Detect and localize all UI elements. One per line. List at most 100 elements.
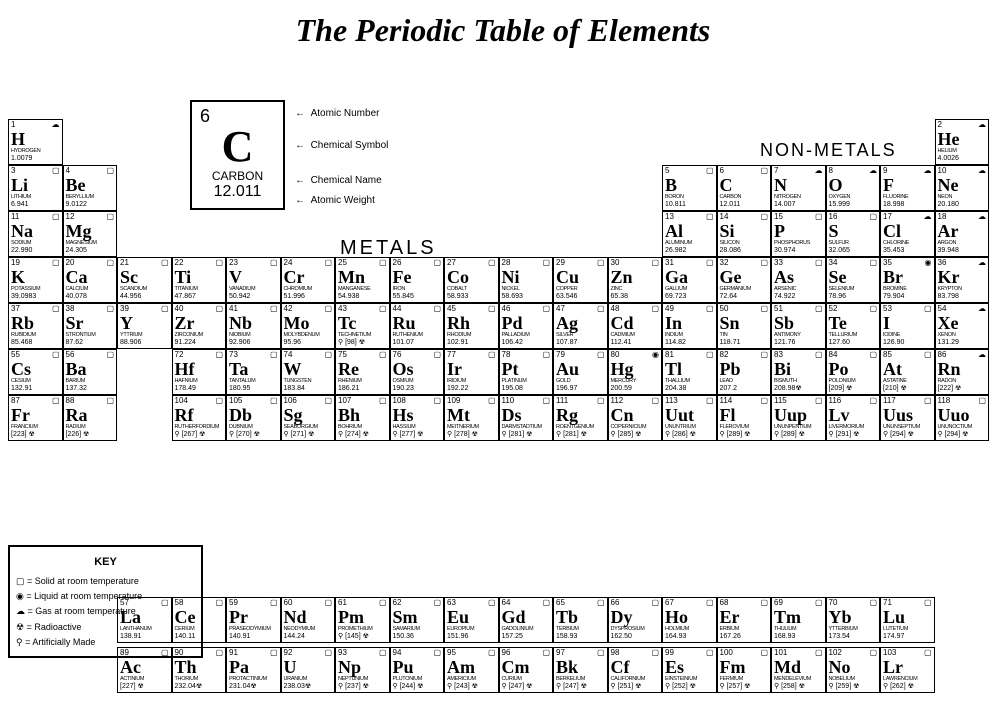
atomic-weight: 114.82 (665, 339, 714, 346)
atomic-weight: 12.011 (720, 201, 769, 208)
state-icon: ▢ (706, 259, 714, 267)
symbol: Ca (66, 268, 115, 286)
atomic-weight: ⚲ [289] ☢ (720, 431, 769, 438)
element-Se: 34▢SeSELENIUM78.96 (826, 257, 881, 303)
state-icon: ☁ (978, 351, 986, 359)
atomic-weight: ⚲ [244] ☢ (393, 683, 442, 690)
symbol: Cf (611, 658, 660, 676)
state-icon: ▢ (379, 351, 387, 359)
state-icon: ▢ (106, 351, 114, 359)
symbol: Cu (556, 268, 605, 286)
atomic-weight: ⚲ [281] ☢ (556, 431, 605, 438)
legend-wt: 12.011 (196, 183, 279, 201)
state-icon: ☁ (978, 213, 986, 221)
symbol: Zn (611, 268, 660, 286)
atomic-weight: 131.29 (938, 339, 987, 346)
symbol: Tb (556, 608, 605, 626)
element-Os: 76▢OsOSMIUM190.23 (390, 349, 445, 395)
atomic-weight: ⚲ [247] ☢ (502, 683, 551, 690)
element-Gd: 64▢GdGADOLINIUM157.25 (499, 597, 554, 643)
state-icon: ▢ (270, 259, 278, 267)
element-Bi: 83▢BiBISMUTH208.98☢ (771, 349, 826, 395)
symbol: Ra (66, 406, 115, 424)
legend-sym: C (196, 127, 279, 167)
symbol: Cm (502, 658, 551, 676)
atomic-weight: [226] ☢ (66, 431, 115, 438)
element-Tl: 81▢TlTHALLIUM204.38 (662, 349, 717, 395)
key-liquid: ◉ = Liquid at room temperature (16, 589, 195, 604)
state-icon: ▢ (815, 351, 823, 359)
atomic-weight: 151.96 (447, 633, 496, 640)
element-B: 5▢BBORON10.811 (662, 165, 717, 211)
element-Ag: 47▢AgSILVER107.87 (553, 303, 608, 349)
atomic-weight: 102.91 (447, 339, 496, 346)
symbol: Rh (447, 314, 496, 332)
symbol: Os (393, 360, 442, 378)
state-icon: ▢ (106, 397, 114, 405)
element-Sr: 38▢SrSTRONTIUM87.62 (63, 303, 118, 349)
element-Ru: 44▢RuRUTHENIUM101.07 (390, 303, 445, 349)
state-icon: ▢ (106, 305, 114, 313)
symbol: Pa (229, 658, 278, 676)
symbol: Lu (883, 608, 932, 626)
element-Sg: 106▢SgSEABORGIUM⚲ [271] ☢ (281, 395, 336, 441)
state-icon: ▢ (597, 599, 605, 607)
element-Xe: 54☁XeXENON131.29 (935, 303, 990, 349)
atomic-weight: 126.90 (883, 339, 932, 346)
symbol: Pu (393, 658, 442, 676)
state-icon: ▢ (433, 649, 441, 657)
symbol: Cs (11, 360, 60, 378)
atomic-weight: 91.224 (175, 339, 224, 346)
element-Am: 95▢AmAMERICIUM⚲ [243] ☢ (444, 647, 499, 693)
symbol: F (883, 176, 932, 194)
atomic-weight: ⚲ [291] ☢ (829, 431, 878, 438)
atomic-weight: 192.22 (447, 385, 496, 392)
atomic-weight: ⚲ [286] ☢ (665, 431, 714, 438)
state-icon: ▢ (433, 259, 441, 267)
state-icon: ▢ (924, 351, 932, 359)
element-Fm: 100▢FmFERMIUM⚲ [257] ☢ (717, 647, 772, 693)
element-He: 2☁HeHELIUM4.0026 (935, 119, 990, 165)
element-Ba: 56▢BaBARIUM137.32 (63, 349, 118, 395)
symbol: Si (720, 222, 769, 240)
symbol: In (665, 314, 714, 332)
element-F: 9☁FFLUORINE18.998 (880, 165, 935, 211)
element-Hs: 108▢HsHASSIUM⚲ [277] ☢ (390, 395, 445, 441)
atomic-weight: 39.948 (938, 247, 987, 254)
atomic-weight: ⚲ [277] ☢ (393, 431, 442, 438)
element-O: 8☁OOXYGEN15.999 (826, 165, 881, 211)
state-icon: ▢ (597, 351, 605, 359)
symbol: Ga (665, 268, 714, 286)
symbol: Fe (393, 268, 442, 286)
state-icon: ☁ (978, 121, 986, 129)
symbol: Am (447, 658, 496, 676)
legend-label-wt: ← Atomic Weight (295, 195, 375, 206)
atomic-weight: 157.25 (502, 633, 551, 640)
atomic-weight: 79.904 (883, 293, 932, 300)
element-Uuo: 118▢UuoUNUNOCTIUM⚲ [294] ☢ (935, 395, 990, 441)
state-icon: ▢ (324, 397, 332, 405)
state-icon: ▢ (379, 649, 387, 657)
state-icon: ▢ (760, 259, 768, 267)
atomic-weight: ⚲ [252] ☢ (665, 683, 714, 690)
atomic-weight: 87.62 (66, 339, 115, 346)
state-icon: ▢ (597, 397, 605, 405)
element-Be: 4▢BeBERYLLIUM9.0122 (63, 165, 118, 211)
symbol: No (829, 658, 878, 676)
symbol: Sg (284, 406, 333, 424)
element-Pm: 61▢PmPROMETHIUM⚲ [145] ☢ (335, 597, 390, 643)
symbol: P (774, 222, 823, 240)
atomic-weight: 88.906 (120, 339, 169, 346)
state-icon: ☁ (815, 167, 823, 175)
state-icon: ▢ (760, 305, 768, 313)
symbol: Ne (938, 176, 987, 194)
symbol: Co (447, 268, 496, 286)
state-icon: ▢ (869, 397, 877, 405)
symbol: Bi (774, 360, 823, 378)
state-icon: ▢ (379, 259, 387, 267)
atomic-weight: 208.98☢ (774, 385, 823, 392)
element-Bh: 107▢BhBOHRIUM⚲ [274] ☢ (335, 395, 390, 441)
element-name: PRASEODYMIUM (229, 627, 278, 633)
atomic-weight: 200.59 (611, 385, 660, 392)
symbol: Rn (938, 360, 987, 378)
